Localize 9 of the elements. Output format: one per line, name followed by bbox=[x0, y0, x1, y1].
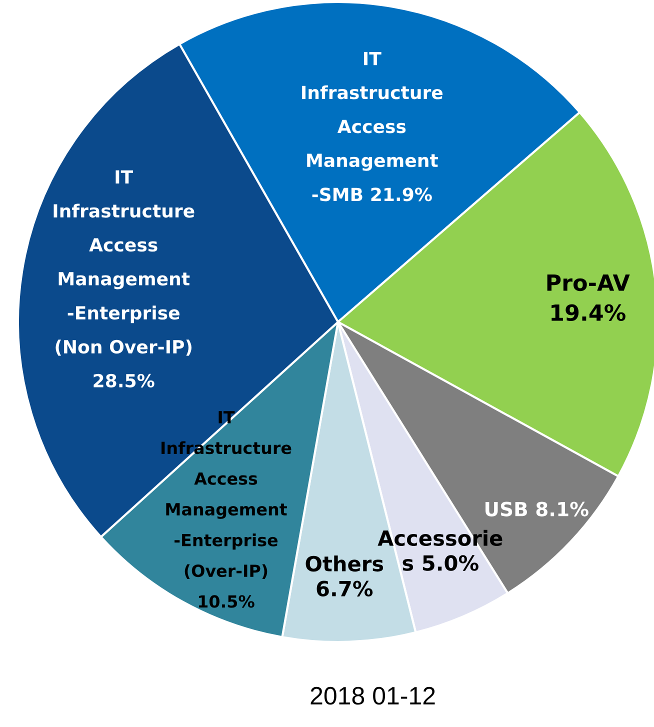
slice-label: USB 8.1% bbox=[486, 502, 588, 516]
data-label: 19.4% bbox=[552, 304, 626, 322]
slice-label: IT Infrastructure Access Management -SMB 21.9% bbox=[302, 52, 443, 202]
slice-label: Pro-AV bbox=[547, 274, 630, 292]
slice-label: IT Infrastructure Access Management -Enterprise (Non Over-IP) bbox=[54, 170, 194, 356]
data-label: 6.7% bbox=[316, 580, 373, 596]
data-label: 28.5% bbox=[94, 374, 154, 388]
data-label: 10.5% bbox=[198, 595, 254, 608]
text: 2018 01-12 bbox=[310, 686, 435, 705]
